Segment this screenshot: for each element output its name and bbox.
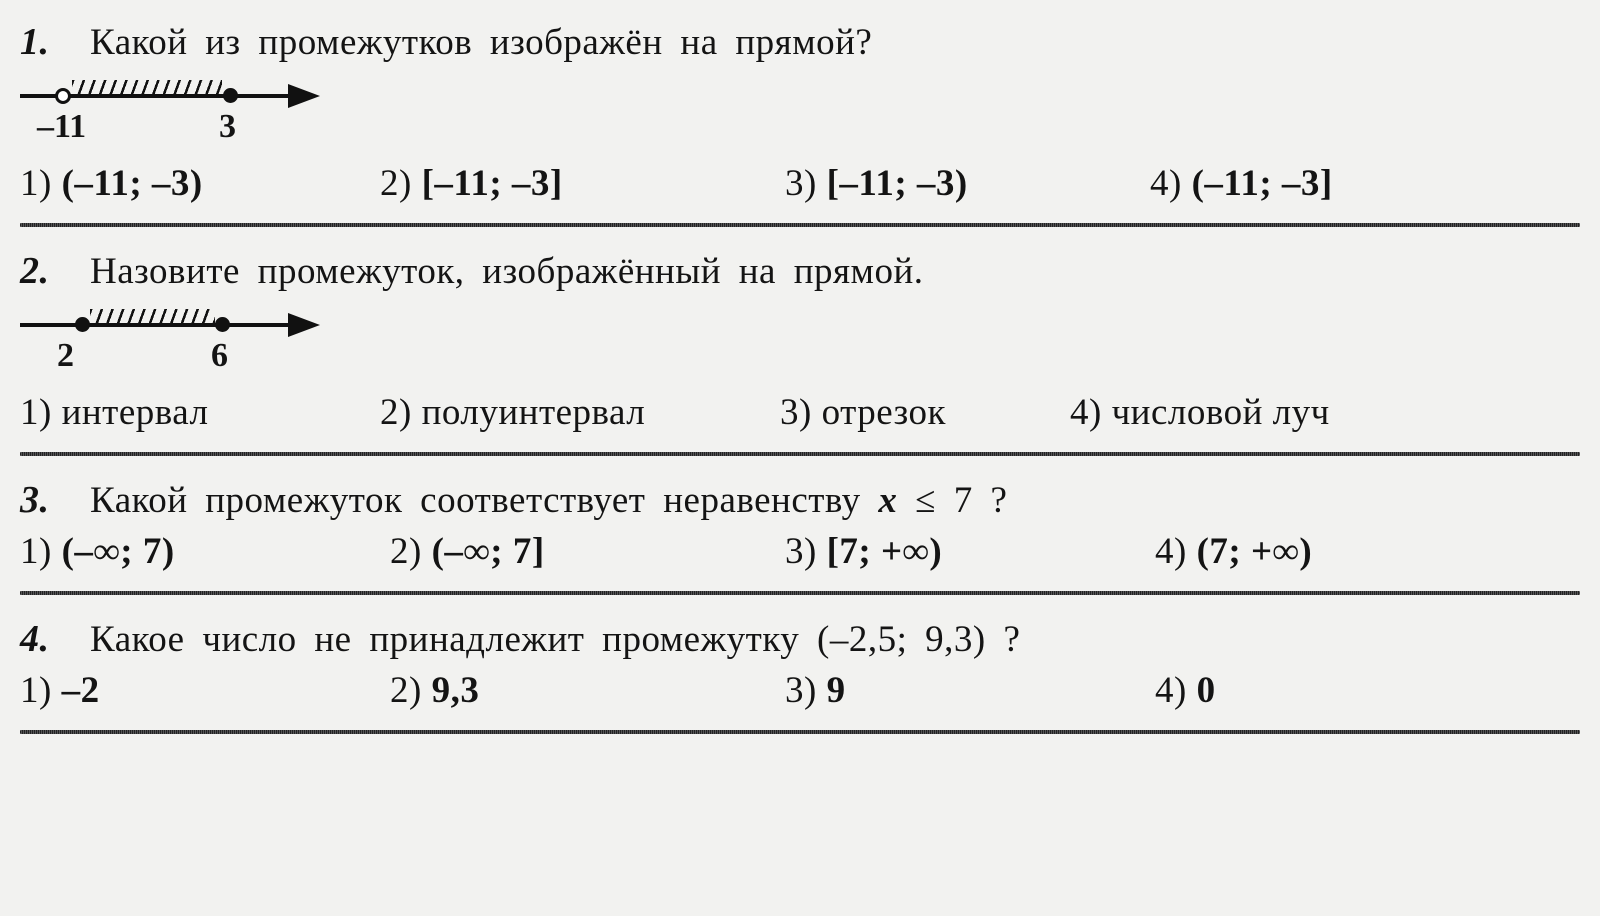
q1-opt-3[interactable]: 3) [–11; –3) xyxy=(785,162,1150,205)
q1-prompt: 1. Какой из промежутков изображён на пря… xyxy=(20,20,1580,64)
q4-opt-2[interactable]: 2) 9,3 xyxy=(390,669,785,712)
q3-opt-2[interactable]: 2) (–∞; 7] xyxy=(390,530,785,573)
q1-text: Какой из промежутков изображён на прямой… xyxy=(90,21,872,64)
q1-number: 1. xyxy=(20,20,60,64)
question-3: 3. Какой промежуток соответствует нераве… xyxy=(20,478,1580,581)
q1-numberline: –11 3 xyxy=(20,74,1580,144)
q3-prompt: 3. Какой промежуток соответствует нераве… xyxy=(20,478,1580,522)
q3-text: Какой промежуток соответствует неравенст… xyxy=(90,479,1007,522)
q3-opt-3[interactable]: 3) [7; +∞) xyxy=(785,530,1155,573)
q2-point-right xyxy=(215,317,230,332)
q2-point-left xyxy=(75,317,90,332)
q4-text: Какое число не принадлежит промежутку (–… xyxy=(90,618,1020,661)
q4-opt-1[interactable]: 1) –2 xyxy=(20,669,390,712)
q1-label-right: 3 xyxy=(219,108,236,146)
q4-prompt: 4. Какое число не принадлежит промежутку… xyxy=(20,617,1580,661)
worksheet-page: 1. Какой из промежутков изображён на пря… xyxy=(0,0,1600,776)
q1-opt-2[interactable]: 2) [–11; –3] xyxy=(380,162,785,205)
divider-3 xyxy=(20,591,1580,595)
q1-hatch xyxy=(72,80,222,94)
q1-point-left xyxy=(55,88,71,104)
q2-label-right: 6 xyxy=(211,337,228,375)
q3-opt-1[interactable]: 1) (–∞; 7) xyxy=(20,530,390,573)
question-1: 1. Какой из промежутков изображён на пря… xyxy=(20,20,1580,213)
q2-hatch xyxy=(90,309,215,323)
q4-opt-4[interactable]: 4) 0 xyxy=(1155,669,1580,712)
q4-options: 1) –2 2) 9,3 3) 9 4) 0 xyxy=(20,669,1580,720)
q1-options: 1) (–11; –3) 2) [–11; –3] 3) [–11; –3) 4… xyxy=(20,162,1580,213)
divider-1 xyxy=(20,223,1580,227)
q2-text: Назовите промежуток, изображённый на пря… xyxy=(90,250,924,293)
q2-opt-1[interactable]: 1) интервал xyxy=(20,391,380,434)
q2-opt-4[interactable]: 4) числовой луч xyxy=(1070,391,1580,434)
q4-opt-3[interactable]: 3) 9 xyxy=(785,669,1155,712)
q3-opt-4[interactable]: 4) (7; +∞) xyxy=(1155,530,1580,573)
q1-opt-1[interactable]: 1) (–11; –3) xyxy=(20,162,380,205)
q2-numberline: 2 6 xyxy=(20,303,1580,373)
q2-label-left: 2 xyxy=(57,337,74,375)
q1-label-left: –11 xyxy=(37,108,86,146)
q2-prompt: 2. Назовите промежуток, изображённый на … xyxy=(20,249,1580,293)
q2-options: 1) интервал 2) полуинтервал 3) отрезок 4… xyxy=(20,391,1580,442)
divider-2 xyxy=(20,452,1580,456)
q2-opt-3[interactable]: 3) отрезок xyxy=(780,391,1070,434)
q1-point-right xyxy=(223,88,238,103)
q2-number: 2. xyxy=(20,249,60,293)
q3-options: 1) (–∞; 7) 2) (–∞; 7] 3) [7; +∞) 4) (7; … xyxy=(20,530,1580,581)
question-2: 2. Назовите промежуток, изображённый на … xyxy=(20,249,1580,442)
q2-opt-2[interactable]: 2) полуинтервал xyxy=(380,391,780,434)
q4-number: 4. xyxy=(20,617,60,661)
question-4: 4. Какое число не принадлежит промежутку… xyxy=(20,617,1580,720)
divider-4 xyxy=(20,730,1580,734)
q3-number: 3. xyxy=(20,478,60,522)
q1-opt-4[interactable]: 4) (–11; –3] xyxy=(1150,162,1580,205)
